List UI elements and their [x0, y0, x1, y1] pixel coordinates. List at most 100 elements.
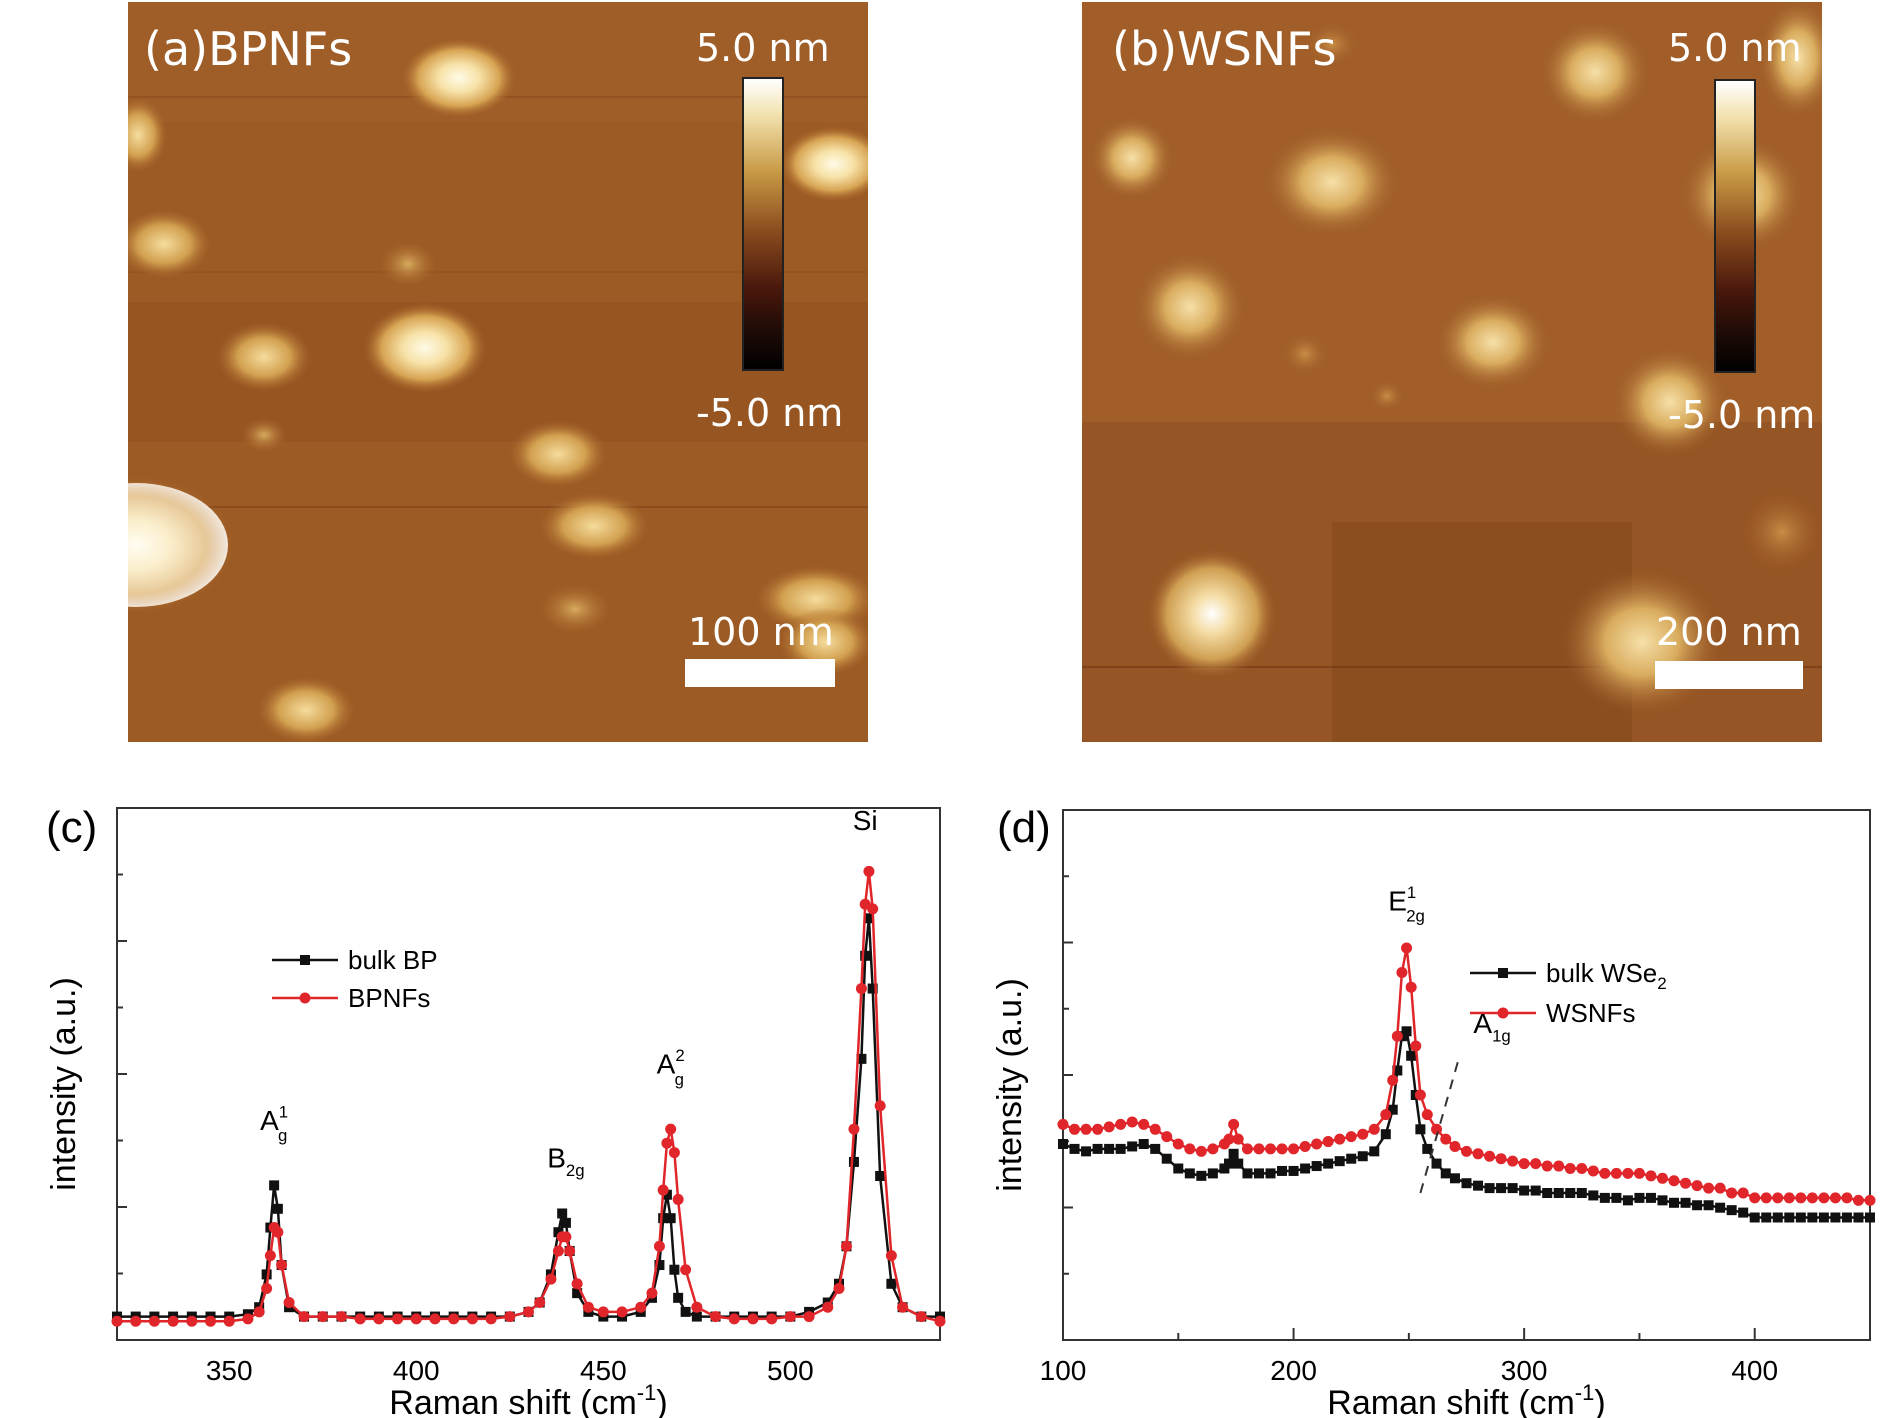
- data-point: [1806, 1192, 1818, 1204]
- data-point: [1496, 1183, 1507, 1194]
- data-point: [1599, 1167, 1611, 1179]
- data-point: [148, 1315, 160, 1327]
- data-point: [1703, 1200, 1714, 1211]
- data-point: [1276, 1143, 1288, 1155]
- data-point: [1461, 1178, 1472, 1189]
- data-point: [1542, 1188, 1553, 1198]
- data-point: [272, 1226, 284, 1238]
- data-point: [1431, 1123, 1443, 1135]
- data-point: [1795, 1192, 1807, 1204]
- data-point: [1576, 1163, 1588, 1174]
- data-point: [691, 1311, 702, 1322]
- legend-label: bulk WSe2: [1546, 958, 1667, 993]
- data-point: [848, 1156, 859, 1167]
- data-point: [1380, 1109, 1392, 1121]
- data-point: [661, 1137, 673, 1149]
- legend-label: WSNFs: [1546, 998, 1636, 1028]
- data-point: [1461, 1145, 1472, 1157]
- data-point: [1565, 1188, 1576, 1198]
- data-point: [1553, 1188, 1564, 1198]
- data-point: [1104, 1143, 1115, 1154]
- data-point: [657, 1184, 669, 1196]
- afm-image-b: (b)WSNFs 5.0 nm -5.0 nm 200 nm: [1082, 2, 1822, 742]
- data-point: [1138, 1139, 1149, 1149]
- x-tick-label: 300: [1501, 1355, 1548, 1386]
- data-point: [673, 1292, 684, 1303]
- data-point: [523, 1306, 534, 1318]
- data-point: [897, 1301, 909, 1313]
- data-point: [560, 1217, 571, 1228]
- data-point: [668, 1147, 680, 1159]
- data-point: [1852, 1194, 1864, 1206]
- data-point: [635, 1301, 647, 1313]
- legend-marker: [299, 992, 311, 1004]
- data-point: [557, 1208, 568, 1219]
- colorbar-max-b: 5.0 nm: [1668, 26, 1802, 70]
- data-point: [1657, 1195, 1668, 1206]
- data-point: [1553, 1160, 1565, 1172]
- data-point: [680, 1264, 692, 1276]
- data-point: [1288, 1165, 1299, 1176]
- data-point: [1864, 1194, 1876, 1206]
- data-point: [1726, 1187, 1738, 1199]
- data-point: [1564, 1163, 1576, 1174]
- data-point: [1484, 1150, 1496, 1162]
- data-point: [1405, 981, 1417, 993]
- data-point: [1265, 1143, 1277, 1155]
- y-axis-label: intensity (a.u.): [991, 978, 1029, 1192]
- panel-label: (c): [46, 803, 97, 852]
- series-line: [1062, 1028, 1870, 1219]
- data-point: [1406, 1050, 1417, 1061]
- x-tick-label: 500: [767, 1355, 814, 1386]
- data-point: [1414, 1089, 1426, 1101]
- data-point: [167, 1315, 179, 1327]
- data-point: [269, 1180, 280, 1191]
- data-point: [1714, 1182, 1726, 1194]
- data-point: [822, 1301, 834, 1313]
- data-point: [784, 1311, 796, 1323]
- data-point: [1610, 1167, 1622, 1179]
- data-point: [766, 1313, 778, 1325]
- data-point: [1841, 1212, 1852, 1223]
- x-tick-label: 400: [1731, 1355, 1778, 1386]
- data-point: [560, 1231, 572, 1243]
- scalebar-b: [1655, 661, 1803, 689]
- data-point: [867, 983, 878, 994]
- data-point: [448, 1313, 460, 1325]
- series-line: [1062, 947, 1870, 1202]
- data-point: [1253, 1168, 1264, 1179]
- data-point: [1161, 1153, 1172, 1164]
- data-point: [534, 1297, 546, 1309]
- data-point: [1656, 1172, 1668, 1184]
- data-point: [1172, 1138, 1184, 1150]
- data-point: [1334, 1156, 1345, 1167]
- afm-image-a: (a)BPNFs 5.0 nm -5.0 nm 100 nm: [128, 2, 868, 742]
- data-point: [1507, 1155, 1519, 1167]
- data-point: [1401, 942, 1413, 954]
- data-point: [1357, 1151, 1368, 1162]
- data-point: [1387, 1104, 1398, 1115]
- a1g-guide-line: [1419, 1055, 1461, 1194]
- data-point: [1080, 1123, 1092, 1135]
- data-point: [572, 1288, 583, 1299]
- data-point: [1057, 1118, 1069, 1130]
- data-point: [665, 1213, 676, 1224]
- data-point: [1622, 1195, 1633, 1206]
- panel-label: (d): [997, 803, 1051, 852]
- data-point: [1783, 1192, 1795, 1204]
- data-point: [1311, 1138, 1323, 1150]
- data-point: [1184, 1168, 1195, 1179]
- data-point: [1599, 1192, 1610, 1203]
- data-point: [1495, 1153, 1507, 1165]
- data-point: [1760, 1192, 1772, 1204]
- peak-label: A2 g: [657, 1046, 685, 1089]
- data-point: [597, 1306, 609, 1318]
- data-point: [1440, 1133, 1452, 1145]
- data-point: [354, 1313, 366, 1325]
- data-point: [1738, 1207, 1749, 1218]
- data-point: [410, 1313, 422, 1325]
- panel-label-b: (b)WSNFs: [1112, 22, 1337, 76]
- data-point: [1322, 1136, 1334, 1148]
- data-point: [1369, 1146, 1380, 1157]
- data-point: [1726, 1205, 1737, 1216]
